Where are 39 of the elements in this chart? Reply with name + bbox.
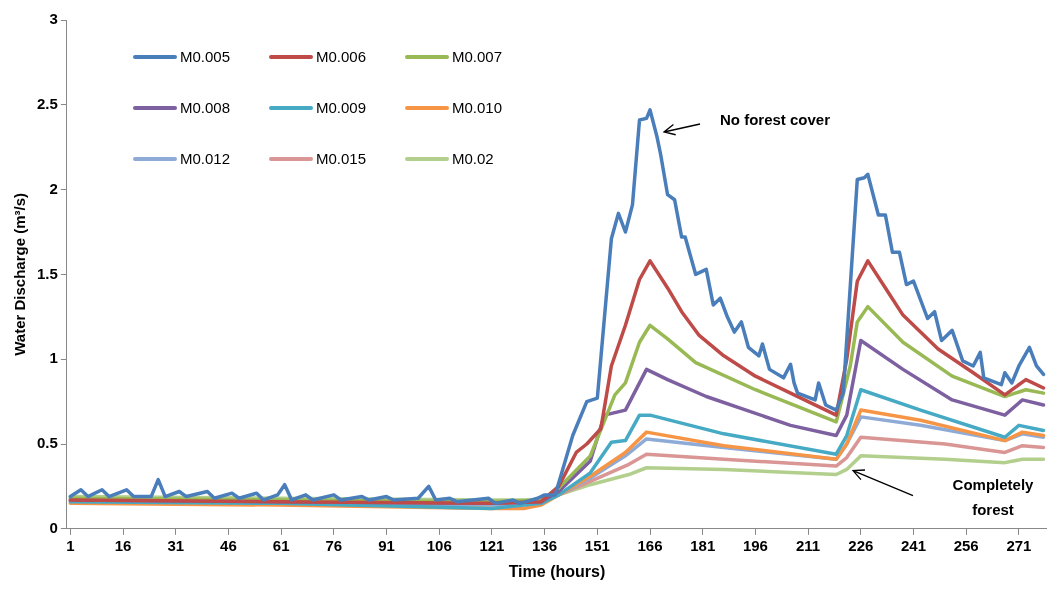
legend-label: M0.012 <box>180 150 231 167</box>
x-tick-label: 1 <box>66 536 75 554</box>
y-tick-label: 0 <box>49 518 58 536</box>
legend-label: M0.015 <box>316 150 367 167</box>
x-tick-label: 181 <box>690 536 716 554</box>
legend-label: M0.007 <box>452 48 503 65</box>
x-tick-label: 226 <box>848 536 874 554</box>
legend-label: M0.009 <box>316 99 367 116</box>
legend-label: M0.005 <box>180 48 231 65</box>
x-tick-label: 121 <box>479 536 505 554</box>
y-tick-label: 1 <box>49 349 58 367</box>
annotation: Completely forest <box>951 475 1035 520</box>
x-tick-label: 91 <box>378 536 395 554</box>
y-tick-label: 0.5 <box>36 434 58 452</box>
legend-label: M0.010 <box>452 99 503 116</box>
x-tick-label: 256 <box>953 536 979 554</box>
x-tick-label: 151 <box>584 536 610 554</box>
legend-label: M0.008 <box>180 99 231 116</box>
x-tick-label: 76 <box>325 536 343 554</box>
y-tick-label: 2 <box>49 179 58 197</box>
x-tick-label: 166 <box>637 536 663 554</box>
x-tick-label: 241 <box>900 536 927 554</box>
y-tick-label: 2.5 <box>36 94 58 112</box>
x-tick-label: 61 <box>272 536 290 554</box>
x-tick-label: 271 <box>1006 536 1032 554</box>
x-axis-title: Time (hours) <box>508 562 606 580</box>
y-tick-label: 3 <box>49 10 58 28</box>
x-tick-label: 136 <box>532 536 558 554</box>
x-tick-label: 106 <box>426 536 452 554</box>
y-axis-title: Water Discharge (m³/s) <box>11 192 29 356</box>
x-tick-label: 31 <box>167 536 185 554</box>
legend-label: M0.006 <box>316 48 367 65</box>
x-tick-label: 16 <box>114 536 132 554</box>
x-tick-label: 196 <box>742 536 768 554</box>
x-tick-label: 211 <box>796 536 821 554</box>
y-tick-label: 1.5 <box>36 264 58 282</box>
annotation: No forest cover <box>720 110 832 130</box>
x-tick-label: 46 <box>220 536 237 554</box>
legend-label: M0.02 <box>452 150 494 167</box>
